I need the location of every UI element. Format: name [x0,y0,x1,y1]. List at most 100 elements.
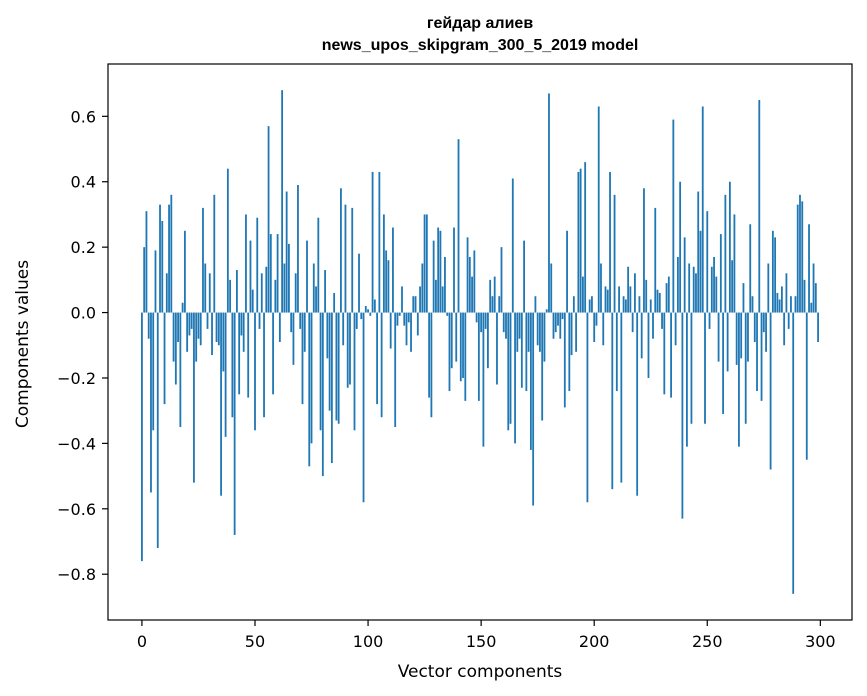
bar [423,214,426,313]
bar [254,312,256,431]
bar [780,286,783,313]
bar [355,312,358,329]
bar [251,289,254,313]
bar [269,234,272,313]
bar [446,312,449,316]
bar [597,106,600,313]
bar [602,312,605,346]
bar [681,312,684,519]
bar [618,286,620,313]
bar [792,312,795,594]
bar [435,279,437,313]
bar [346,312,349,388]
bar [552,312,555,339]
bar [523,240,525,313]
bar [326,312,329,359]
bar [441,286,444,313]
bar [211,312,213,356]
bar [407,312,410,323]
bar [487,312,489,369]
bar [541,312,544,421]
bar [790,296,792,313]
bar [224,312,227,437]
bar [195,312,198,362]
bar [629,286,632,313]
bar [394,312,397,428]
bar [340,188,342,313]
bar [543,312,546,362]
bar [751,296,754,313]
bar [459,312,462,382]
bar [722,312,725,414]
bar [710,266,713,313]
bar [267,126,270,313]
bar [783,312,786,346]
bar [758,99,761,313]
bar [686,312,688,447]
bar [812,263,815,313]
bar [344,204,347,313]
bar [152,312,155,431]
bar [493,276,496,313]
bar [247,312,250,398]
bar [670,312,672,398]
bar [672,119,675,313]
bar [817,312,819,342]
bar [676,256,679,313]
bar [636,312,639,496]
bar [310,312,313,444]
bar [143,247,146,313]
bar [733,214,736,313]
bar [360,312,363,320]
bar [778,299,781,313]
bar [468,256,471,313]
bar [154,250,157,313]
bar [484,312,487,329]
bar [471,276,473,313]
bar [699,230,702,313]
bar [749,224,752,313]
bar [667,276,670,313]
bar [539,312,541,352]
bar [382,214,385,313]
x-tick-label: 150 [466,632,497,651]
bar [159,204,161,313]
bar [690,312,693,424]
bars-group [141,90,819,594]
y-tick-label: −0.6 [57,500,96,519]
bar [204,263,207,313]
bar [462,312,464,378]
bar [226,168,229,313]
bar [183,230,186,313]
bar [697,191,700,313]
bar [430,312,433,418]
bar [701,106,704,313]
bar [575,312,578,352]
bar [321,312,324,477]
bar [380,312,383,418]
bar [482,312,485,447]
bar [747,312,749,362]
x-tick-label: 300 [805,632,836,651]
bar [719,234,722,313]
bar [303,312,306,352]
bar [706,211,709,313]
y-tick-label: −0.4 [57,434,96,453]
bar [475,312,478,323]
bar [369,312,372,316]
bar [161,220,164,313]
bar [335,312,338,421]
bar [591,296,593,313]
bar [231,312,234,418]
bar [165,273,168,313]
bar [586,312,589,503]
bar [536,312,539,346]
bar [652,312,654,339]
bar [288,243,290,313]
bar [640,312,643,359]
bar [744,312,747,424]
bar [145,211,148,313]
bar [545,309,548,313]
bar [457,139,460,313]
bar [245,214,247,313]
